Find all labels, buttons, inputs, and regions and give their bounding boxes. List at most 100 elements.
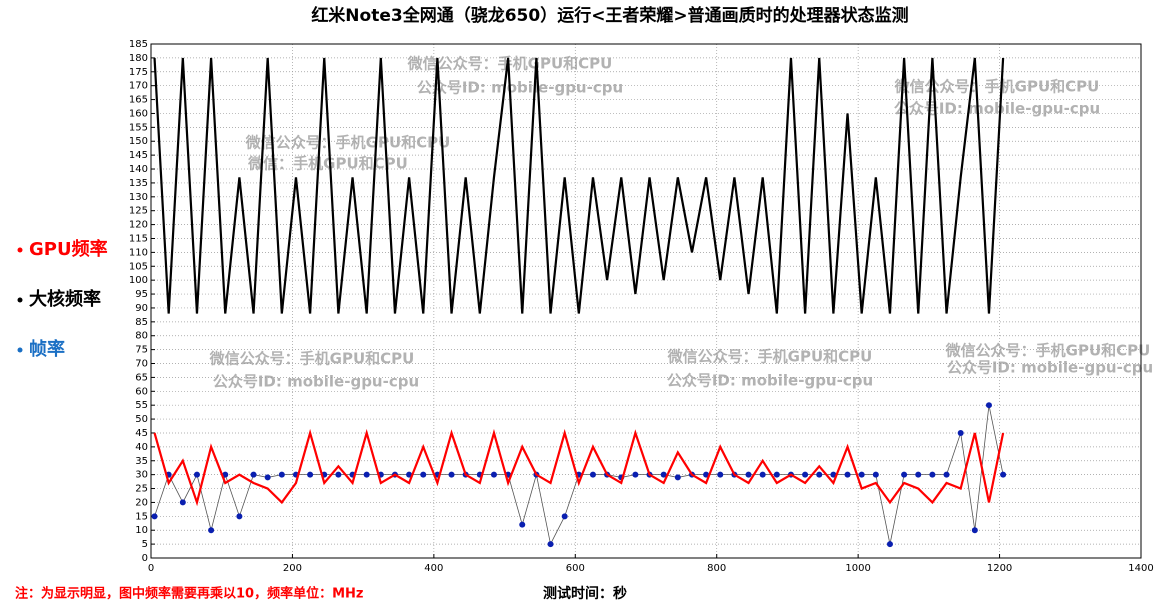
watermark: 微信公众号：手机GPU和CPU (245, 134, 451, 152)
data-point (250, 471, 257, 478)
y-tick-label: 85 (135, 317, 148, 328)
watermark: 微信公众号：手机GPU和CPU (945, 342, 1151, 360)
data-point (151, 513, 158, 520)
watermark: 微信：手机GPU和CPU (247, 155, 408, 173)
y-tick-label: 90 (135, 303, 148, 314)
data-point (420, 471, 427, 478)
chart-title: 红米Note3全网通（骁龙650）运行<王者荣耀>普通画质时的处理器状态监测 (311, 5, 908, 26)
x-tick-label: 0 (148, 563, 154, 574)
watermark: 公众号ID: mobile-gpu-cpu (667, 372, 873, 390)
data-point (674, 474, 681, 481)
plot-area (151, 44, 1141, 558)
y-tick-label: 125 (129, 206, 148, 217)
data-point (886, 541, 893, 548)
y-tick-label: 65 (135, 372, 148, 383)
y-tick-label: 165 (129, 95, 148, 106)
y-tick-label: 185 (129, 39, 148, 50)
y-tick-label: 60 (135, 386, 148, 397)
data-point (589, 471, 596, 478)
data-point (915, 471, 922, 478)
data-point (363, 471, 370, 478)
data-point (519, 521, 526, 528)
y-tick-label: 145 (129, 150, 148, 161)
data-point (943, 471, 950, 478)
data-point (745, 471, 752, 478)
y-tick-label: 70 (135, 359, 148, 370)
data-point (193, 471, 200, 478)
y-tick-label: 0 (142, 553, 148, 564)
y-tick-label: 45 (135, 428, 148, 439)
y-tick-label: 15 (135, 511, 148, 522)
legend-label: GPU频率 (29, 238, 108, 260)
y-tick-label: 155 (129, 122, 148, 133)
data-point (844, 471, 851, 478)
y-tick-label: 140 (129, 164, 148, 175)
y-tick-label: 180 (129, 53, 148, 64)
y-tick-label: 35 (135, 456, 148, 467)
data-point (561, 513, 568, 520)
data-point (872, 471, 879, 478)
data-point (307, 471, 314, 478)
series-line (153, 428, 1005, 507)
y-tick-label: 105 (129, 261, 148, 272)
data-point (858, 471, 865, 478)
data-point (717, 471, 724, 478)
data-point (1000, 471, 1007, 478)
data-point (236, 513, 243, 520)
data-point (547, 541, 554, 548)
x-tick-label: 200 (283, 563, 302, 574)
data-point (773, 471, 780, 478)
data-point (632, 471, 639, 478)
data-point (929, 471, 936, 478)
data-point (816, 471, 823, 478)
data-point (802, 471, 809, 478)
y-tick-label: 130 (129, 192, 148, 203)
y-tick-label: 55 (135, 400, 148, 411)
y-tick-label: 100 (129, 275, 148, 286)
y-tick-label: 40 (135, 442, 148, 453)
y-tick-label: 120 (129, 220, 148, 231)
x-tick-label: 600 (566, 563, 585, 574)
watermark: 公众号ID: mobile-gpu-cpu (894, 100, 1100, 118)
y-tick-label: 20 (135, 497, 148, 508)
y-tick-label: 10 (135, 525, 148, 536)
legend-marker (17, 247, 23, 253)
data-point (901, 471, 908, 478)
x-tick-label: 1400 (1128, 563, 1153, 574)
footnote: 注：为显示明显，图中频率需要再乘以10，频率单位：MHz (15, 586, 363, 602)
x-tick-label: 1200 (987, 563, 1012, 574)
watermark: 微信公众号：手机GPU和CPU (667, 348, 873, 366)
y-tick-label: 5 (142, 539, 148, 550)
plot-frame (150, 43, 1142, 559)
y-tick-label: 110 (129, 247, 148, 258)
y-tick-label: 135 (129, 178, 148, 189)
data-point (448, 471, 455, 478)
x-tick-label: 800 (707, 563, 726, 574)
data-point (971, 527, 978, 534)
y-tick-label: 115 (129, 233, 148, 244)
data-point (208, 527, 215, 534)
data-point (490, 471, 497, 478)
data-point (957, 429, 964, 436)
y-tick-label: 75 (135, 345, 148, 356)
y-tick-label: 175 (129, 67, 148, 78)
y-tick-label: 160 (129, 108, 148, 119)
y-tick-label: 80 (135, 331, 148, 342)
legend-marker (17, 347, 23, 353)
y-tick-label: 50 (135, 414, 148, 425)
y-tick-label: 170 (129, 81, 148, 92)
data-point (335, 471, 342, 478)
legend-label: 帧率 (29, 338, 65, 360)
x-tick-label: 1000 (845, 563, 870, 574)
watermark: 微信公众号：手机GPU和CPU (894, 78, 1100, 96)
x-axis-label: 测试时间：秒 (543, 585, 627, 602)
watermark: 微信公众号：手机GPU和CPU (209, 350, 415, 368)
watermark: 公众号ID: mobile-gpu-cpu (417, 79, 623, 97)
legend-label: 大核频率 (29, 288, 101, 310)
data-point (759, 471, 766, 478)
watermark: 公众号ID: mobile-gpu-cpu (213, 373, 419, 391)
legend-marker (17, 297, 23, 303)
x-tick-label: 400 (424, 563, 443, 574)
data-point (985, 402, 992, 409)
